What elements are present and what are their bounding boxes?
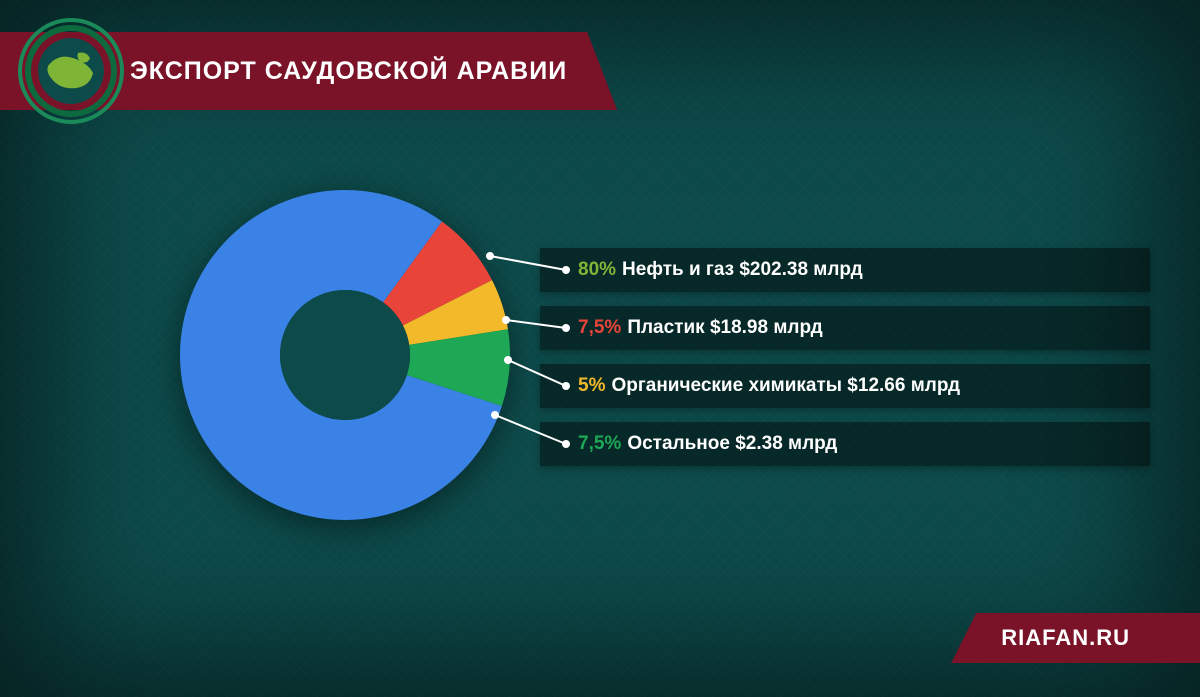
legend-label: Нефть и газ $202.38 млрд (622, 259, 863, 281)
page-title: ЭКСПОРТ САУДОВСКОЙ АРАВИИ (130, 57, 567, 86)
legend-pct: 7,5% (578, 433, 621, 455)
footer-text: RIAFAN.RU (1001, 625, 1130, 651)
globe-logo (18, 18, 124, 124)
legend-pct: 80% (578, 259, 616, 281)
legend-label: Остальное $2.38 млрд (627, 433, 837, 455)
legend-pct: 7,5% (578, 317, 621, 339)
legend-row: 80% Нефть и газ $202.38 млрд (540, 248, 1150, 292)
chart-legend: 80% Нефть и газ $202.38 млрд 7,5% Пластик $… (540, 248, 1150, 480)
donut-chart (180, 190, 510, 520)
legend-label: Органические химикаты $12.66 млрд (611, 375, 960, 397)
footer-banner: RIAFAN.RU (951, 613, 1200, 663)
legend-row: 7,5% Пластик $18.98 млрд (540, 306, 1150, 350)
legend-pct: 5% (578, 375, 605, 397)
legend-row: 7,5% Остальное $2.38 млрд (540, 422, 1150, 466)
legend-label: Пластик $18.98 млрд (627, 317, 822, 339)
legend-row: 5% Органические химикаты $12.66 млрд (540, 364, 1150, 408)
